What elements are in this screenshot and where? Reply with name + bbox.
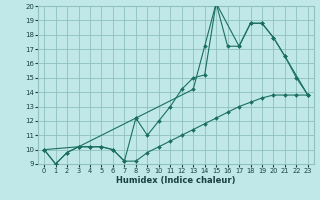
X-axis label: Humidex (Indice chaleur): Humidex (Indice chaleur)	[116, 176, 236, 185]
